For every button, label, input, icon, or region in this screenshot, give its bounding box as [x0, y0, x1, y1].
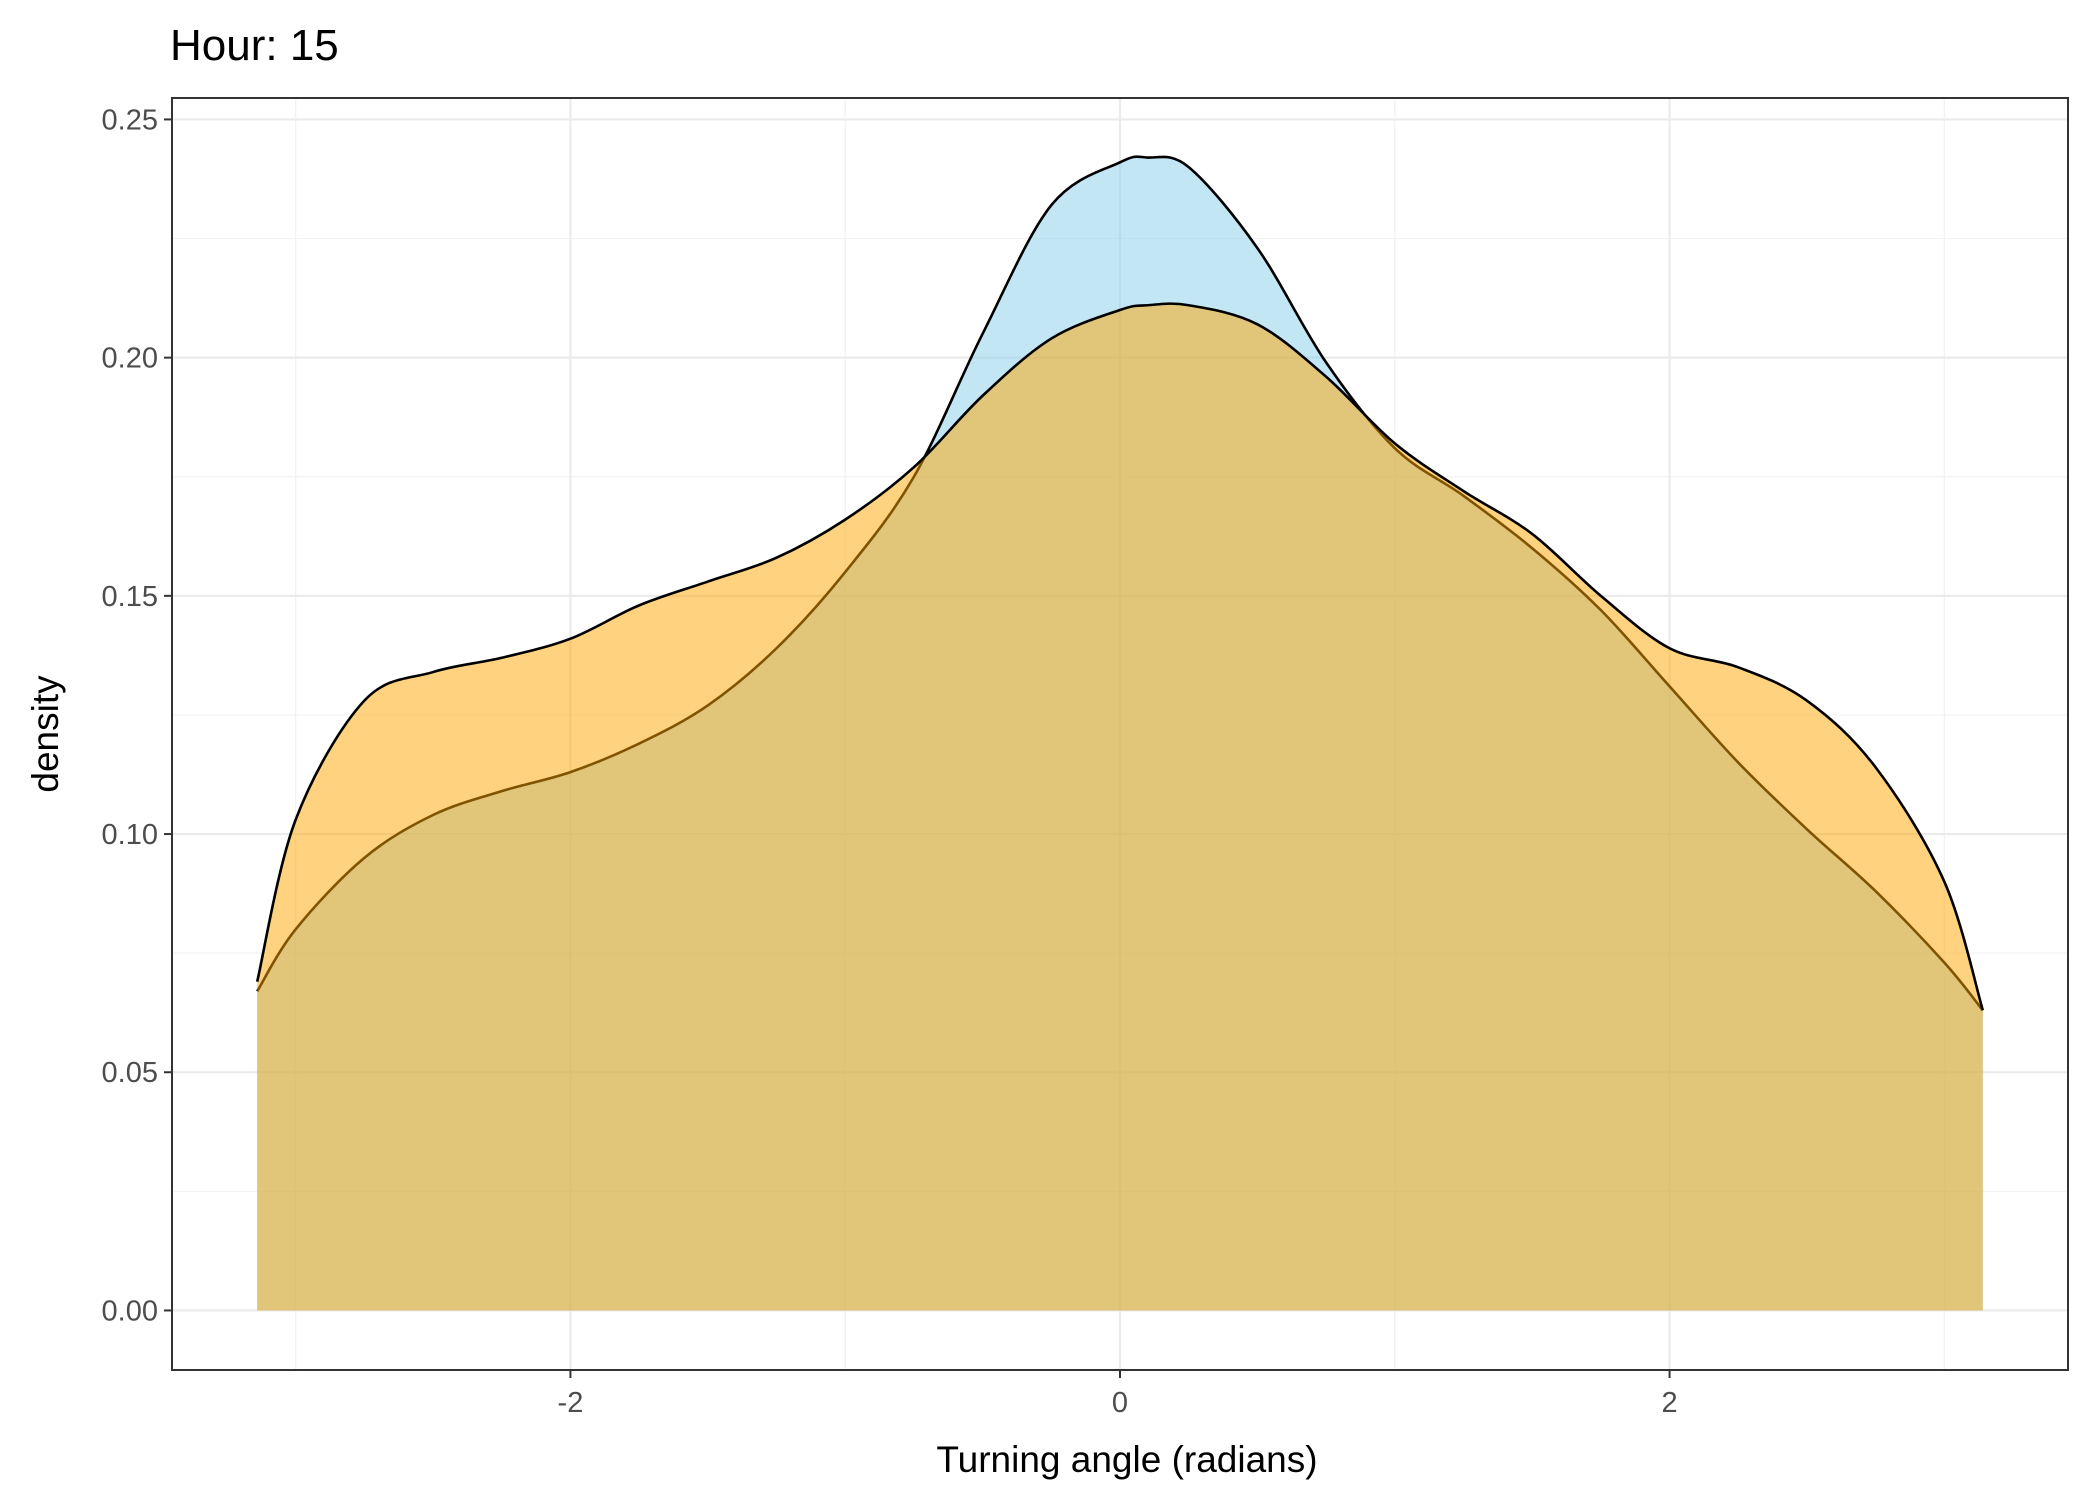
y-axis: 0.00 0.05 0.10 0.15 0.20 0.25 — [102, 104, 172, 1327]
x-tick-label: 0 — [1112, 1387, 1128, 1419]
chart-title: Hour: 15 — [170, 21, 339, 70]
y-tick-label: 0.20 — [102, 343, 158, 375]
density-outline-2 — [255, 302, 1985, 1011]
y-tick-label: 0.05 — [102, 1057, 158, 1089]
x-tick-label: -2 — [558, 1387, 584, 1419]
y-axis-title: density — [25, 675, 66, 793]
x-axis: -2 0 2 — [558, 1370, 1678, 1419]
x-axis-title: Turning angle (radians) — [936, 1439, 1317, 1480]
density-areas — [255, 155, 1985, 1311]
y-tick-label: 0.25 — [102, 104, 158, 136]
density-area-2 — [257, 303, 1983, 1311]
y-tick-label: 0.00 — [102, 1295, 158, 1327]
y-tick-label: 0.15 — [102, 581, 158, 613]
x-tick-label: 2 — [1661, 1387, 1677, 1419]
y-tick-label: 0.10 — [102, 819, 158, 851]
